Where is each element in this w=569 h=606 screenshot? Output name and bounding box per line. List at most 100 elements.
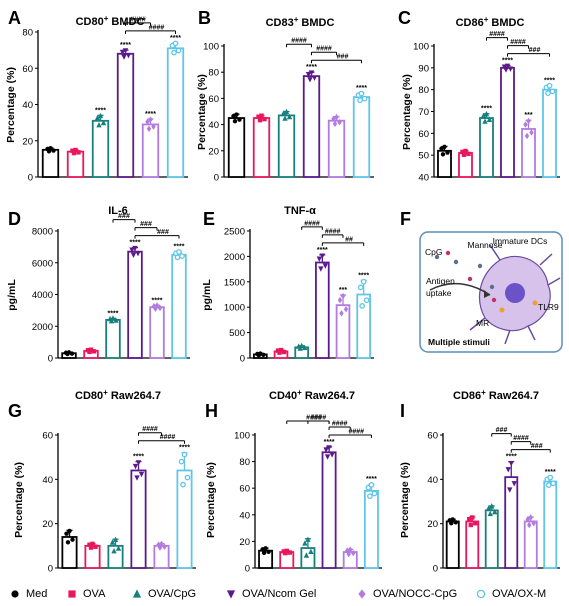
data-point-c-2	[486, 116, 493, 122]
panel-letter-f: F	[400, 209, 411, 229]
data-point-d-4	[153, 305, 158, 312]
bracket-label-d-0: ###	[118, 213, 130, 220]
data-point-a-2	[97, 112, 104, 119]
data-point-a-3	[121, 54, 127, 60]
data-point-g-0	[64, 531, 69, 536]
panel-letter-d: D	[8, 209, 21, 229]
data-point-g-2	[115, 545, 122, 551]
panel-c: C CD86+ BMDC Percentage (%) 40 50 60 70 80 90 100…	[398, 8, 560, 184]
bar-a-3	[116, 52, 135, 178]
data-point-h-0	[263, 546, 268, 551]
bracket-label-b-0: ####	[291, 38, 307, 45]
data-point-b-0	[234, 112, 239, 117]
bracket-label-i-0: ###	[496, 427, 508, 434]
data-point-a-4	[146, 125, 152, 132]
data-point-a-1	[71, 150, 77, 156]
bar-i-4	[523, 520, 538, 569]
bracket-label-h-0: ####	[306, 415, 322, 422]
bracket-label-a-0: ####	[130, 16, 146, 23]
bar-a-1	[66, 150, 85, 178]
data-point-g-5	[180, 481, 186, 488]
data-point-c-3	[507, 66, 514, 72]
data-point-d-3	[132, 245, 138, 252]
data-point-d-4	[157, 304, 163, 312]
data-point-g-4	[159, 540, 164, 548]
bar-g-2	[107, 544, 124, 569]
significance-stars-c-2: ****	[481, 106, 492, 113]
legend-label-ova-cpg: OVA/CpG	[148, 588, 197, 600]
data-point-b-1	[259, 113, 264, 118]
data-point-a-2	[100, 119, 107, 126]
data-point-h-0	[266, 549, 271, 554]
bracket-label-e-1: ####	[325, 228, 341, 235]
data-point-c-2	[480, 112, 487, 119]
data-point-c-1	[466, 151, 471, 157]
data-point-c-3	[504, 63, 511, 70]
y-tick-label-a: 60	[22, 64, 33, 75]
data-point-g-2	[111, 547, 117, 554]
bar-b-5	[352, 96, 371, 178]
y-tick-label-g: 20	[42, 519, 53, 530]
dendrite-5	[504, 329, 511, 345]
y-tick-label-c: 40	[418, 173, 429, 184]
data-point-i-2	[489, 503, 495, 509]
legend-marker-ova-ox-m	[476, 589, 486, 599]
significance-stars-c-4: ***	[524, 112, 532, 119]
data-point-h-4	[348, 546, 353, 553]
data-point-c-4	[524, 132, 530, 140]
data-point-b-2	[282, 115, 288, 121]
significance-stars-e-3: ****	[317, 247, 328, 254]
y-tick-label-h: 80	[239, 457, 250, 468]
data-point-g-2	[112, 536, 119, 543]
bracket-label-g-0: ####	[142, 426, 158, 433]
dendrite-4	[539, 253, 553, 266]
data-point-b-2	[283, 108, 290, 115]
data-point-b-5	[361, 95, 368, 102]
data-point-i-1	[467, 517, 472, 522]
data-point-h-1	[283, 550, 288, 556]
data-point-d-5	[179, 253, 185, 259]
data-point-d-1	[91, 349, 97, 354]
data-point-e-5	[363, 297, 370, 304]
data-point-c-5	[546, 82, 553, 89]
data-point-i-1	[470, 515, 475, 520]
data-point-g-4	[157, 544, 163, 551]
data-point-a-0	[51, 148, 56, 153]
data-point-c-0	[445, 150, 450, 155]
data-point-b-3	[308, 70, 315, 76]
significance-stars-d-2: ****	[108, 310, 119, 317]
bar-h-2	[300, 547, 316, 569]
data-point-g-1	[90, 541, 95, 547]
label-cpg: CpG	[425, 247, 442, 257]
significance-stars-a-4: ****	[145, 111, 156, 118]
bracket-label-h-3: ####	[348, 428, 364, 435]
bar-b-0	[227, 117, 246, 178]
y-tick-label-h: 0	[245, 564, 250, 575]
data-point-c-0	[440, 152, 446, 157]
legend-label-ova: OVA	[83, 588, 106, 600]
bar-g-4	[153, 544, 170, 569]
bracket-label-h-1: ####	[311, 415, 327, 422]
significance-stars-c-5: ****	[544, 77, 555, 84]
data-point-a-2	[96, 121, 102, 128]
data-point-e-1	[281, 349, 287, 355]
y-axis-label-i: Percentage (%)	[399, 462, 411, 538]
significance-stars-h-5: ****	[366, 476, 377, 483]
bar-b-1	[252, 117, 271, 178]
chart-title-b: CD83+ BMDC	[266, 15, 335, 29]
y-tick-label-g: 40	[42, 475, 53, 486]
data-point-c-2	[483, 110, 490, 117]
bar-e-3	[315, 261, 330, 359]
significance-stars-g-3: ****	[133, 454, 144, 461]
y-tick-label-e: 2000	[224, 252, 245, 263]
y-tick-label-i: 60	[427, 431, 438, 442]
data-point-d-3	[129, 247, 135, 253]
y-tick-label-b: 40	[208, 120, 219, 131]
data-point-g-3	[134, 475, 140, 481]
y-tick-label-b: 80	[208, 68, 219, 79]
y-tick-label-a: 80	[22, 28, 33, 39]
data-point-b-1	[262, 116, 267, 122]
data-point-c-4	[529, 129, 534, 136]
data-point-g-3	[138, 471, 145, 478]
y-tick-label-b: 100	[203, 42, 219, 53]
